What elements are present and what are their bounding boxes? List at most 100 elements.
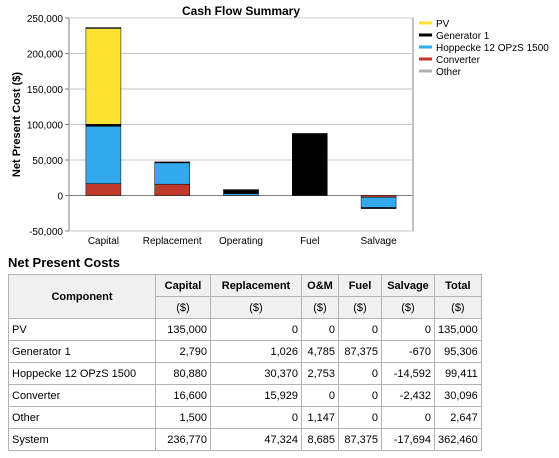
table-row[interactable]: System 236,770 47,324 8,685 87,375 -17,6… [8,428,482,451]
bar-segment [85,183,122,196]
x-tick-label: Operating [219,236,263,247]
units-row: ($) ($) ($) ($) ($) ($) [9,296,482,319]
section-title: Net Present Costs [8,255,120,270]
bar-segment [223,189,259,194]
cell-salvage: 0 [381,406,435,429]
bar-segment [85,28,122,125]
y-tick-label: 150,000 [27,85,64,96]
cell-salvage: -670 [381,340,435,363]
cell-fuel: 0 [338,362,382,385]
legend-label: Generator 1 [436,31,490,42]
y-tick-label: 200,000 [27,50,64,61]
x-tick-label: Replacement [143,236,202,247]
bar-segment [223,189,259,191]
cell-replacement: 15,929 [210,384,302,407]
cell-om: 1,147 [301,406,339,429]
unit-total: ($) [434,296,482,319]
cell-capital: 80,880 [155,362,211,385]
row-name: Hoppecke 12 OPzS 1500 [8,362,156,385]
cell-salvage: -2,432 [381,384,435,407]
cell-total: 30,096 [434,384,482,407]
cell-om: 8,685 [301,428,339,451]
cell-salvage: -14,592 [381,362,435,385]
legend-label: Hoppecke 12 OPzS 1500 [436,43,549,54]
y-tick-label: 0 [57,192,63,203]
cell-fuel: 87,375 [338,340,382,363]
bar-segment [360,207,397,209]
cell-replacement: 0 [210,406,302,429]
cell-replacement: 30,370 [210,362,302,385]
column-header-total[interactable]: Total [434,274,482,297]
cell-fuel: 87,375 [338,428,382,451]
y-tick-label: 100,000 [27,121,64,132]
bar-segment [85,126,122,184]
cell-total: 95,306 [434,340,482,363]
header-row: Component Capital Replacement O&M Fuel S… [8,274,482,319]
cell-salvage: -17,694 [381,428,435,451]
bar-segment [223,193,259,196]
cell-om: 0 [301,384,339,407]
cell-replacement: 1,026 [210,340,302,363]
column-header-replacement[interactable]: Replacement [210,274,302,297]
column-header-om[interactable]: O&M [301,274,339,297]
row-name: System [8,428,156,451]
bar-segment [154,183,190,196]
table-row[interactable]: PV 135,000 0 0 0 0 135,000 [8,318,482,341]
unit-fuel: ($) [338,296,382,319]
table-row[interactable]: Hoppecke 12 OPzS 1500 80,880 30,370 2,75… [8,362,482,385]
bar-segment [85,27,122,29]
cell-capital: 16,600 [155,384,211,407]
x-tick-label: Fuel [300,236,319,247]
bar-segment [360,195,397,198]
column-header-capital[interactable]: Capital [155,274,211,297]
cell-om: 2,753 [301,362,339,385]
column-header-fuel[interactable]: Fuel [338,274,382,297]
row-name: PV [8,318,156,341]
bar-segment [154,162,190,185]
row-name: Converter [8,384,156,407]
column-header-component[interactable]: Component [8,274,156,319]
unit-salvage: ($) [381,296,435,319]
cell-fuel: 0 [338,384,382,407]
cell-capital: 135,000 [155,318,211,341]
row-name: Other [8,406,156,429]
table-row[interactable]: Other 1,500 0 1,147 0 0 2,647 [8,406,482,429]
legend-label: Other [436,67,462,78]
unit-om: ($) [301,296,339,319]
bar-segment [292,133,328,196]
y-axis-label: Net Present Cost ($) [11,72,23,177]
legend-label: Converter [436,55,481,66]
chart-title: Cash Flow Summary [182,4,300,18]
x-tick-label: Capital [88,236,119,247]
y-tick-label: -50,000 [29,227,63,238]
cell-capital: 1,500 [155,406,211,429]
table-row[interactable]: Generator 1 2,790 1,026 4,785 87,375 -67… [8,340,482,363]
row-name: Generator 1 [8,340,156,363]
cell-om: 4,785 [301,340,339,363]
cell-salvage: 0 [381,318,435,341]
x-tick-label: Salvage [361,236,398,247]
unit-capital: ($) [155,296,211,319]
cell-total: 135,000 [434,318,482,341]
y-tick-label: 50,000 [32,156,63,167]
y-tick-label: 250,000 [27,14,64,25]
bar-segment [360,196,397,208]
table-row[interactable]: Converter 16,600 15,929 0 0 -2,432 30,09… [8,384,482,407]
cell-om: 0 [301,318,339,341]
unit-replacement: ($) [210,296,302,319]
net-present-costs-table: Component Capital Replacement O&M Fuel S… [8,274,482,451]
cell-capital: 236,770 [155,428,211,451]
cell-replacement: 47,324 [210,428,302,451]
cell-total: 2,647 [434,406,482,429]
cell-fuel: 0 [338,318,382,341]
cell-total: 362,460 [434,428,482,451]
cell-fuel: 0 [338,406,382,429]
legend-label: PV [436,19,450,30]
cell-replacement: 0 [210,318,302,341]
cash-flow-chart: 250,000 200,000 150,000 100,000 50,000 0 -50,0… [11,4,549,247]
column-header-salvage[interactable]: Salvage [381,274,435,297]
bar-segment [154,161,190,164]
cell-capital: 2,790 [155,340,211,363]
bar-segment [85,124,122,127]
cell-total: 99,411 [434,362,482,385]
